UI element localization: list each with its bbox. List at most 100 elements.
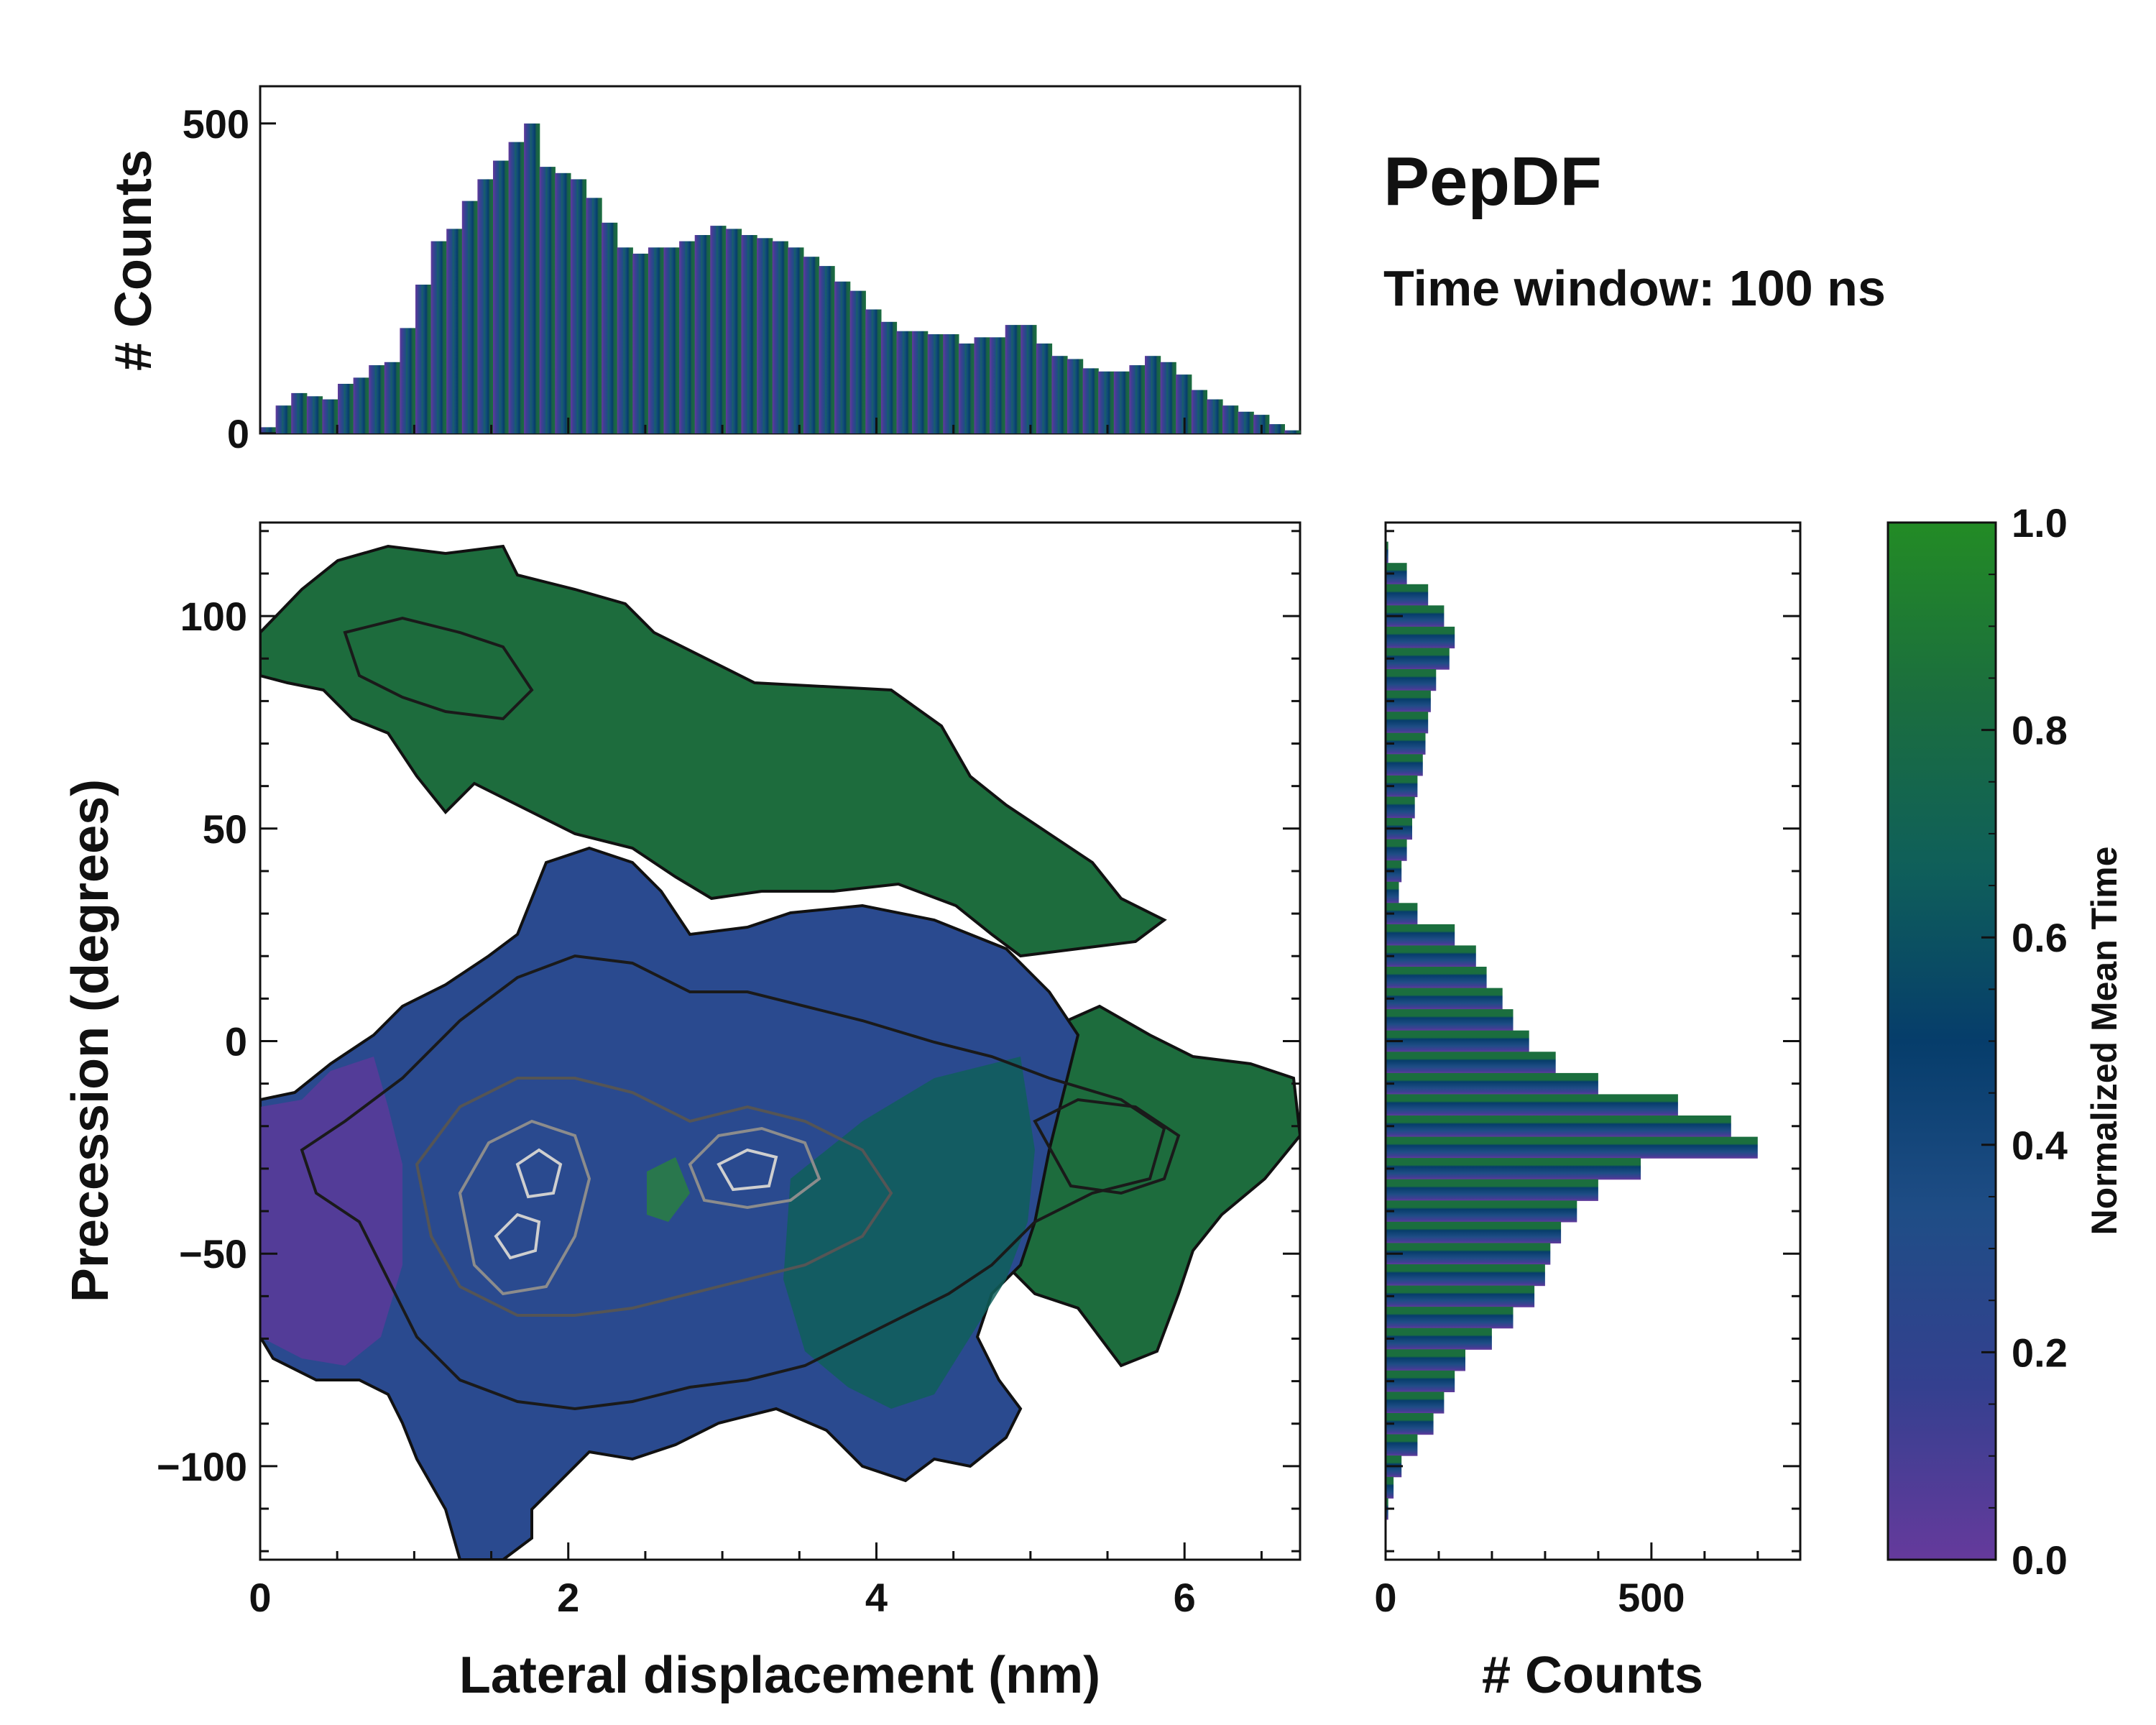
right-histogram-xtick-label: 0: [1374, 1575, 1396, 1620]
top-histogram-bar: [990, 337, 1006, 433]
right-histogram-xticks: 0 500: [1374, 530, 1800, 1620]
right-histogram-bar: [1386, 1116, 1731, 1138]
right-histogram-bar: [1386, 1434, 1418, 1456]
top-histogram-bar: [617, 247, 633, 434]
right-histogram-bar: [1386, 712, 1429, 734]
heatmap-xtick-label: 6: [1174, 1575, 1196, 1620]
contour-mid: [415, 1077, 893, 1317]
top-histogram-bar: [322, 399, 338, 433]
chart-title: PepDF: [1383, 143, 1602, 220]
right-histogram-xtick-label: 500: [1618, 1575, 1685, 1620]
heatmap-ytick-label: −50: [179, 1231, 247, 1276]
top-histogram-bar: [1113, 371, 1130, 434]
right-histogram-bar: [1386, 1328, 1492, 1350]
heatmap-region-lower-blue: [260, 846, 1080, 1560]
chart-subtitle: Time window: 100 ns: [1383, 260, 1886, 316]
top-histogram-bar: [539, 167, 556, 433]
heatmap-ytick-label: 0: [225, 1019, 247, 1064]
right-histogram-bar: [1386, 1179, 1598, 1201]
right-histogram-bar: [1386, 1392, 1445, 1414]
top-histogram-bar: [446, 229, 463, 433]
top-histogram-bar: [865, 309, 882, 433]
top-histogram-bar: [493, 160, 510, 433]
heatmap-purple-zone: [260, 1057, 402, 1366]
top-histogram-bar: [524, 123, 540, 434]
density-contours: [300, 616, 1181, 1411]
contour-core-right: [717, 1148, 778, 1192]
heatmap-blob-upper: [260, 544, 1167, 958]
right-histogram-bar: [1386, 1221, 1562, 1243]
right-histogram-bar: [1386, 584, 1429, 606]
top-histogram-bar: [338, 384, 354, 433]
colorbar-tick-label: 0.4: [2012, 1123, 2068, 1168]
top-histogram-bar: [1005, 325, 1021, 433]
top-histogram-bar: [353, 377, 369, 433]
top-histogram-bar: [306, 396, 323, 434]
top-histogram: 0 500 # Counts: [105, 85, 1302, 456]
right-histogram-bar: [1386, 1243, 1551, 1265]
top-histogram-bar: [555, 172, 571, 434]
heatmap-xtick-label: 4: [865, 1575, 888, 1620]
heatmap-green-patch: [647, 1157, 690, 1222]
right-histogram-bar: [1386, 1009, 1514, 1031]
right-histogram-bar: [1386, 1200, 1577, 1223]
right-histogram-bar: [1386, 796, 1415, 819]
top-histogram-bar: [1191, 390, 1207, 433]
top-histogram-bar: [1238, 411, 1254, 433]
top-histogram-bar: [741, 235, 757, 433]
top-histogram-bar: [725, 229, 742, 433]
heatmap-xtick-label: 2: [557, 1575, 579, 1620]
top-histogram-bar: [1284, 430, 1301, 433]
right-histogram-bar: [1386, 924, 1455, 947]
colorbar-tick-label: 0.8: [2012, 708, 2068, 753]
top-histogram-bar: [803, 257, 820, 433]
top-histogram-bar: [880, 321, 898, 434]
right-histogram-bar: [1386, 839, 1407, 861]
right-histogram-bar: [1386, 1052, 1556, 1074]
contour-core-left: [494, 1213, 541, 1260]
colorbar-ticks: 0.0 0.2 0.4 0.6 0.8 1.0: [1981, 500, 2068, 1583]
top-histogram-bar: [400, 328, 416, 433]
contour-inner-left: [458, 1119, 591, 1296]
top-histogram-bar: [896, 331, 913, 433]
contour-inner-right: [688, 1126, 821, 1210]
right-histogram-bar: [1386, 1307, 1514, 1329]
colorbar: 0.0 0.2 0.4 0.6 0.8 1.0 Normalized Mean Time: [1886, 500, 2124, 1583]
top-histogram-bar: [260, 427, 277, 433]
right-histogram-bar: [1386, 1264, 1545, 1287]
top-histogram-bar: [943, 334, 959, 433]
top-histogram-bar: [477, 179, 494, 433]
right-histogram-bar: [1386, 881, 1399, 903]
right-histogram-bar: [1386, 669, 1437, 691]
top-histogram-bar: [694, 235, 711, 433]
top-histogram-bar: [586, 198, 602, 434]
contour-right-blob: [1033, 1098, 1181, 1195]
top-histogram-bar: [1051, 356, 1068, 433]
top-histogram-bar: [1098, 371, 1115, 434]
heatmap-region-upper-green: [260, 544, 1300, 1368]
top-histogram-bar: [1067, 359, 1084, 433]
right-histogram-xlabel: # Counts: [1482, 1647, 1703, 1704]
top-histogram-bar: [958, 343, 975, 433]
top-histogram-bar: [1129, 365, 1146, 433]
contour-core-left-2: [515, 1148, 563, 1199]
top-histogram-bar: [275, 405, 292, 433]
top-histogram-bar: [632, 253, 649, 433]
top-histogram-bar: [819, 266, 835, 433]
right-histogram-bar: [1386, 1476, 1394, 1499]
right-histogram-bar: [1386, 1158, 1641, 1180]
right-histogram: 0 500 # Counts: [1374, 521, 1802, 1704]
x-axis-label: Lateral displacement (nm): [459, 1647, 1100, 1704]
right-histogram-bar: [1386, 1349, 1465, 1371]
contour-upper-loop: [343, 616, 534, 721]
top-histogram-bar: [1082, 368, 1099, 433]
heatmap-panel: 0 2 4 6 −100 −50 0 50 100 Lateral displacement …: [62, 521, 1302, 1704]
top-histogram-bar: [508, 142, 525, 433]
top-histogram-bar: [849, 290, 866, 433]
right-histogram-bar: [1386, 1030, 1529, 1052]
top-histogram-bar: [912, 331, 929, 433]
right-histogram-bar: [1386, 1370, 1455, 1392]
top-histogram-bar: [291, 392, 308, 433]
right-histogram-bar: [1386, 1136, 1758, 1159]
